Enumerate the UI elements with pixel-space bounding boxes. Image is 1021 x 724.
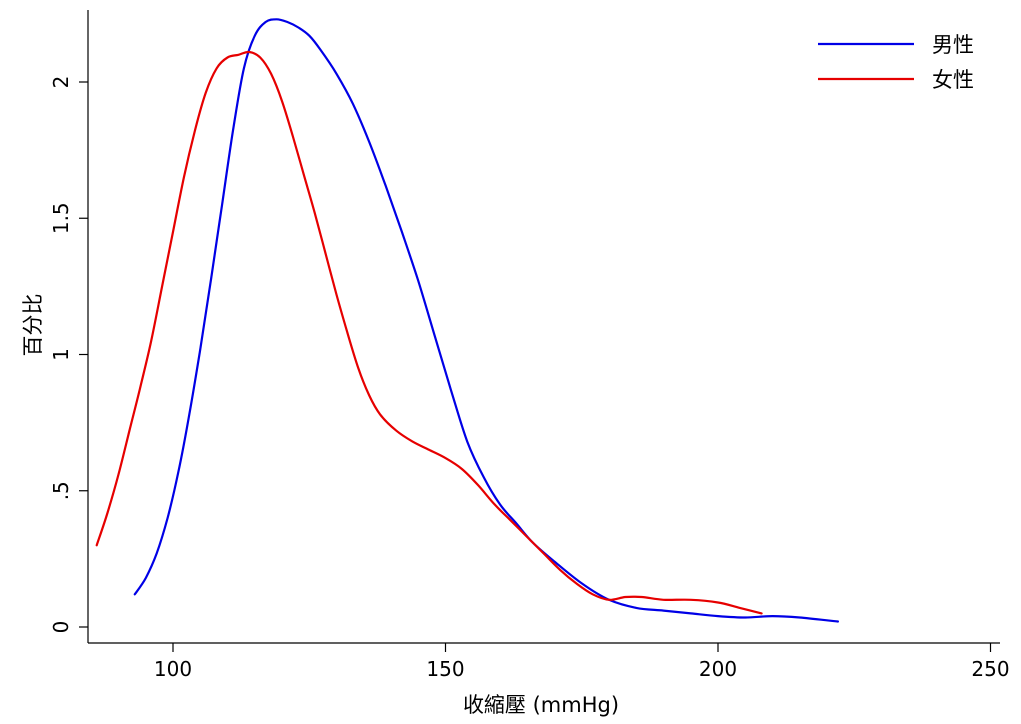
y-tick-label: 2 bbox=[49, 76, 73, 89]
legend-item: 男性 bbox=[818, 33, 974, 57]
legend-label: 男性 bbox=[932, 33, 974, 57]
x-ticks: 100 150 200 250 bbox=[154, 643, 1010, 681]
series-line-2 bbox=[95, 50, 763, 615]
x-tick-label: 150 bbox=[426, 657, 464, 681]
y-tick-label: 1.5 bbox=[49, 202, 73, 234]
plot-area: 0 .5 1 1.5 2 100 150 200 250 bbox=[49, 10, 1010, 681]
x-tick-label: 100 bbox=[154, 657, 192, 681]
x-axis-title: 收縮壓 (mmHg) bbox=[463, 693, 619, 717]
series-group bbox=[95, 18, 839, 623]
y-ticks: 0 .5 1 1.5 2 bbox=[49, 76, 88, 634]
series-line-1 bbox=[133, 18, 839, 623]
y-tick-label: .5 bbox=[49, 481, 73, 500]
legend-label: 女性 bbox=[932, 68, 974, 92]
x-tick-label: 200 bbox=[699, 657, 737, 681]
y-axis-title: 百分比 bbox=[21, 294, 45, 357]
legend-item: 女性 bbox=[818, 68, 974, 92]
y-tick-label: 0 bbox=[49, 621, 73, 634]
y-tick-label: 1 bbox=[49, 348, 73, 361]
x-tick-label: 250 bbox=[971, 657, 1009, 681]
